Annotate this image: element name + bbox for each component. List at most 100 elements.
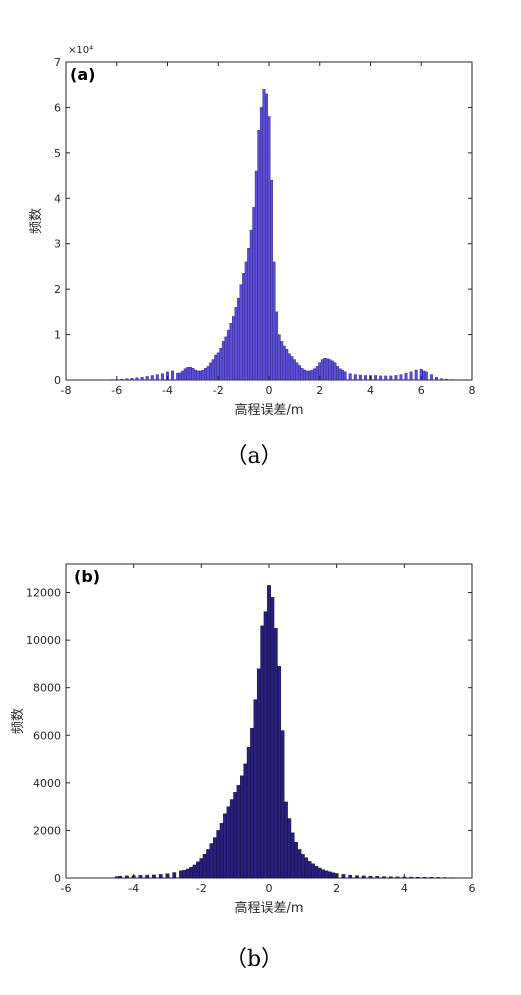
histogram-bar-b xyxy=(206,849,210,879)
histogram-bar-b xyxy=(395,876,400,879)
histogram-bar-a xyxy=(267,116,271,381)
histogram-bar-b xyxy=(179,870,183,879)
histogram-bar-b xyxy=(125,875,129,879)
histogram-bar-a xyxy=(440,378,444,381)
histogram-bar-a xyxy=(206,366,210,381)
histogram-bar-b xyxy=(307,861,312,879)
histogram-bar-a xyxy=(120,378,124,381)
y-tick-label-b: 2000 xyxy=(33,824,61,837)
histogram-bar-a xyxy=(287,353,291,381)
histogram-bar-b xyxy=(219,823,224,879)
histogram-bar-b xyxy=(317,867,322,879)
histogram-bar-a xyxy=(320,359,324,381)
histogram-bar-b xyxy=(165,873,170,879)
histogram-bar-a xyxy=(399,374,403,381)
histogram-bar-b xyxy=(246,746,251,879)
x-tick-label-a: -8 xyxy=(61,384,72,397)
histogram-bar-b xyxy=(138,875,143,879)
histogram-bar-a xyxy=(290,356,294,381)
histogram-bar-a xyxy=(254,170,258,381)
histogram-bar-a xyxy=(358,374,362,381)
histogram-bar-a xyxy=(384,375,388,381)
histogram-bar-a xyxy=(297,365,301,381)
x-axis-title-a: 高程误差/m xyxy=(234,402,303,418)
y-tick-label-a: 7 xyxy=(54,56,61,69)
y-axis-title-b: 频数 xyxy=(11,708,26,734)
histogram-bar-a xyxy=(308,370,312,381)
histogram-bar-a xyxy=(181,370,185,381)
histogram-bar-a xyxy=(374,375,378,381)
histogram-bar-b xyxy=(202,854,207,879)
histogram-bar-a xyxy=(214,354,218,381)
histogram-bar-a xyxy=(435,377,438,381)
histogram-bar-a xyxy=(315,366,319,381)
histogram-bar-a xyxy=(209,362,213,381)
x-tick-label-a: -2 xyxy=(213,384,224,397)
histogram-bar-a xyxy=(242,273,246,381)
histogram-panel-a: -8 -6 -4 -2 0 2 4 6 8 0 1 2 3 4 5 6 7 ×10⁴ (a) 高程误差/m 频… xyxy=(29,45,476,469)
y-tick-label-a: 4 xyxy=(54,192,61,205)
histogram-bar-b xyxy=(348,874,353,879)
histogram-bar-b xyxy=(209,843,214,879)
histogram-bar-a xyxy=(353,374,357,381)
histogram-bar-a xyxy=(333,362,337,381)
histogram-bar-a xyxy=(328,359,332,381)
y-tick-label-a: 3 xyxy=(54,238,61,251)
histogram-bar-b xyxy=(355,875,359,879)
histogram-bar-b xyxy=(429,877,434,879)
histogram-bar-b xyxy=(182,869,187,879)
histogram-bar-b xyxy=(236,785,241,879)
histogram-bar-a xyxy=(429,374,433,381)
histogram-bar-a xyxy=(338,368,342,381)
histogram-bar-b xyxy=(311,863,315,879)
caption-a: （a） xyxy=(225,444,282,469)
histogram-bar-b xyxy=(375,876,380,879)
histogram-bar-a xyxy=(244,261,248,381)
histogram-bar-a xyxy=(171,370,175,381)
histogram-bar-b xyxy=(321,869,326,879)
histogram-bar-a xyxy=(239,284,243,381)
x-tick-label-b: -6 xyxy=(61,882,72,895)
histogram-bar-b xyxy=(287,818,292,879)
histogram-bar-a xyxy=(252,207,256,381)
histogram-bar-a xyxy=(259,107,263,381)
histogram-bar-a xyxy=(363,375,367,381)
histogram-bar-b xyxy=(267,585,271,879)
histogram-bar-b xyxy=(233,792,238,879)
histogram-bar-a xyxy=(204,367,208,381)
x-axis-title-b: 高程误差/m xyxy=(234,900,303,916)
y-tick-label-b: 6000 xyxy=(33,729,61,742)
histogram-bar-a xyxy=(341,369,345,381)
histogram-bar-b xyxy=(297,849,302,879)
histogram-bar-a xyxy=(249,229,253,381)
y-tick-label-a: 5 xyxy=(54,147,61,160)
x-tick-label-b: -4 xyxy=(128,882,139,895)
histogram-bar-a xyxy=(272,261,276,381)
x-tick-label-b: 0 xyxy=(266,882,273,895)
histogram-bar-a xyxy=(323,357,327,381)
histogram-bar-a xyxy=(199,370,202,381)
histogram-bar-b xyxy=(290,832,295,879)
y-tick-label-b: 8000 xyxy=(33,682,61,695)
y-axis-title-a: 频数 xyxy=(29,208,44,234)
histogram-bar-a xyxy=(135,377,139,381)
histogram-bar-a xyxy=(280,341,284,381)
histogram-bar-b xyxy=(341,874,346,879)
y-tick-label-a: 6 xyxy=(54,101,61,114)
histogram-bar-b xyxy=(229,799,234,879)
histogram-bar-b xyxy=(300,854,305,879)
histogram-bar-b xyxy=(422,877,427,879)
y-tick-label-b: 10000 xyxy=(26,634,61,647)
x-tick-label-b: 4 xyxy=(401,882,408,895)
x-tick-label-a: 2 xyxy=(316,384,323,397)
histogram-bar-b xyxy=(368,875,373,879)
histogram-bar-a xyxy=(305,370,309,381)
histogram-bar-a xyxy=(445,378,449,381)
histogram-bar-b xyxy=(226,806,231,879)
histogram-bar-b xyxy=(277,666,282,879)
histogram-bar-b xyxy=(158,874,163,879)
histogram-bar-b xyxy=(240,775,244,879)
y-ticks-b: 0 2000 4000 6000 8000 10000 12000 xyxy=(26,587,472,885)
histogram-bar-a xyxy=(270,179,274,381)
histogram-bar-a xyxy=(140,377,144,381)
